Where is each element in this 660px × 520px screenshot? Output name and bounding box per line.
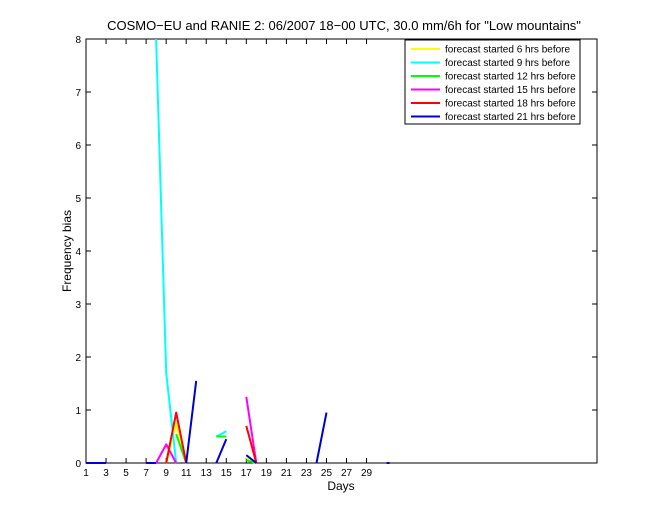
x-tick-label: 21	[281, 468, 293, 479]
y-tick-label: 4	[75, 247, 81, 258]
series-line	[185, 380, 198, 464]
y-axis-ticks: 0 1 2 3 4 5 6 7 8	[75, 35, 597, 470]
x-tick-label: 9	[163, 468, 169, 479]
y-tick-label: 7	[75, 88, 81, 99]
legend-label: forecast started 12 hrs before	[445, 72, 576, 83]
x-tick-label: 11	[181, 468, 192, 479]
y-tick-label: 2	[75, 353, 81, 364]
x-tick-label: 23	[301, 468, 313, 479]
series-line	[215, 438, 228, 464]
x-tick-label: 25	[321, 468, 333, 479]
x-tick-label: 17	[241, 468, 253, 479]
series-line	[245, 454, 257, 464]
series-line	[155, 443, 178, 464]
legend-label: forecast started 21 hrs before	[445, 112, 576, 123]
series-lines	[86, 38, 390, 464]
chart-title: COSMO−EU and RANIE 2: 06/2007 18−00 UTC,…	[107, 18, 581, 33]
legend-box	[404, 39, 581, 125]
legend-label: forecast started 6 hrs before	[445, 45, 571, 56]
x-tick-label: 3	[103, 468, 109, 479]
series-line	[245, 396, 258, 464]
legend: forecast started 6 hrs before forecast st…	[404, 39, 581, 125]
series-line	[165, 411, 188, 464]
x-tick-label: 13	[201, 468, 213, 479]
x-tick-label: 5	[123, 468, 129, 479]
x-axis-ticks: 1 3 5 7 9 11 13 15 17 19 21 23 25 27 29	[83, 39, 373, 479]
y-tick-label: 3	[75, 300, 81, 311]
y-tick-label: 5	[75, 194, 81, 205]
y-tick-label: 0	[75, 459, 81, 470]
legend-label: forecast started 15 hrs before	[445, 85, 576, 96]
series-line	[245, 425, 258, 464]
x-tick-label: 15	[221, 468, 233, 479]
x-tick-label: 1	[83, 468, 89, 479]
legend-label: forecast started 9 hrs before	[445, 58, 571, 69]
x-tick-label: 7	[143, 468, 149, 479]
legend-label: forecast started 18 hrs before	[445, 99, 576, 110]
y-tick-label: 8	[75, 35, 81, 46]
x-tick-label: 19	[261, 468, 273, 479]
series-line	[315, 412, 328, 464]
y-axis-label: Frequency bias	[60, 210, 74, 292]
x-tick-label: 29	[361, 468, 373, 479]
y-tick-label: 6	[75, 141, 81, 152]
x-tick-label: 27	[341, 468, 353, 479]
y-tick-label: 1	[75, 406, 81, 417]
x-axis-label: Days	[327, 479, 354, 493]
